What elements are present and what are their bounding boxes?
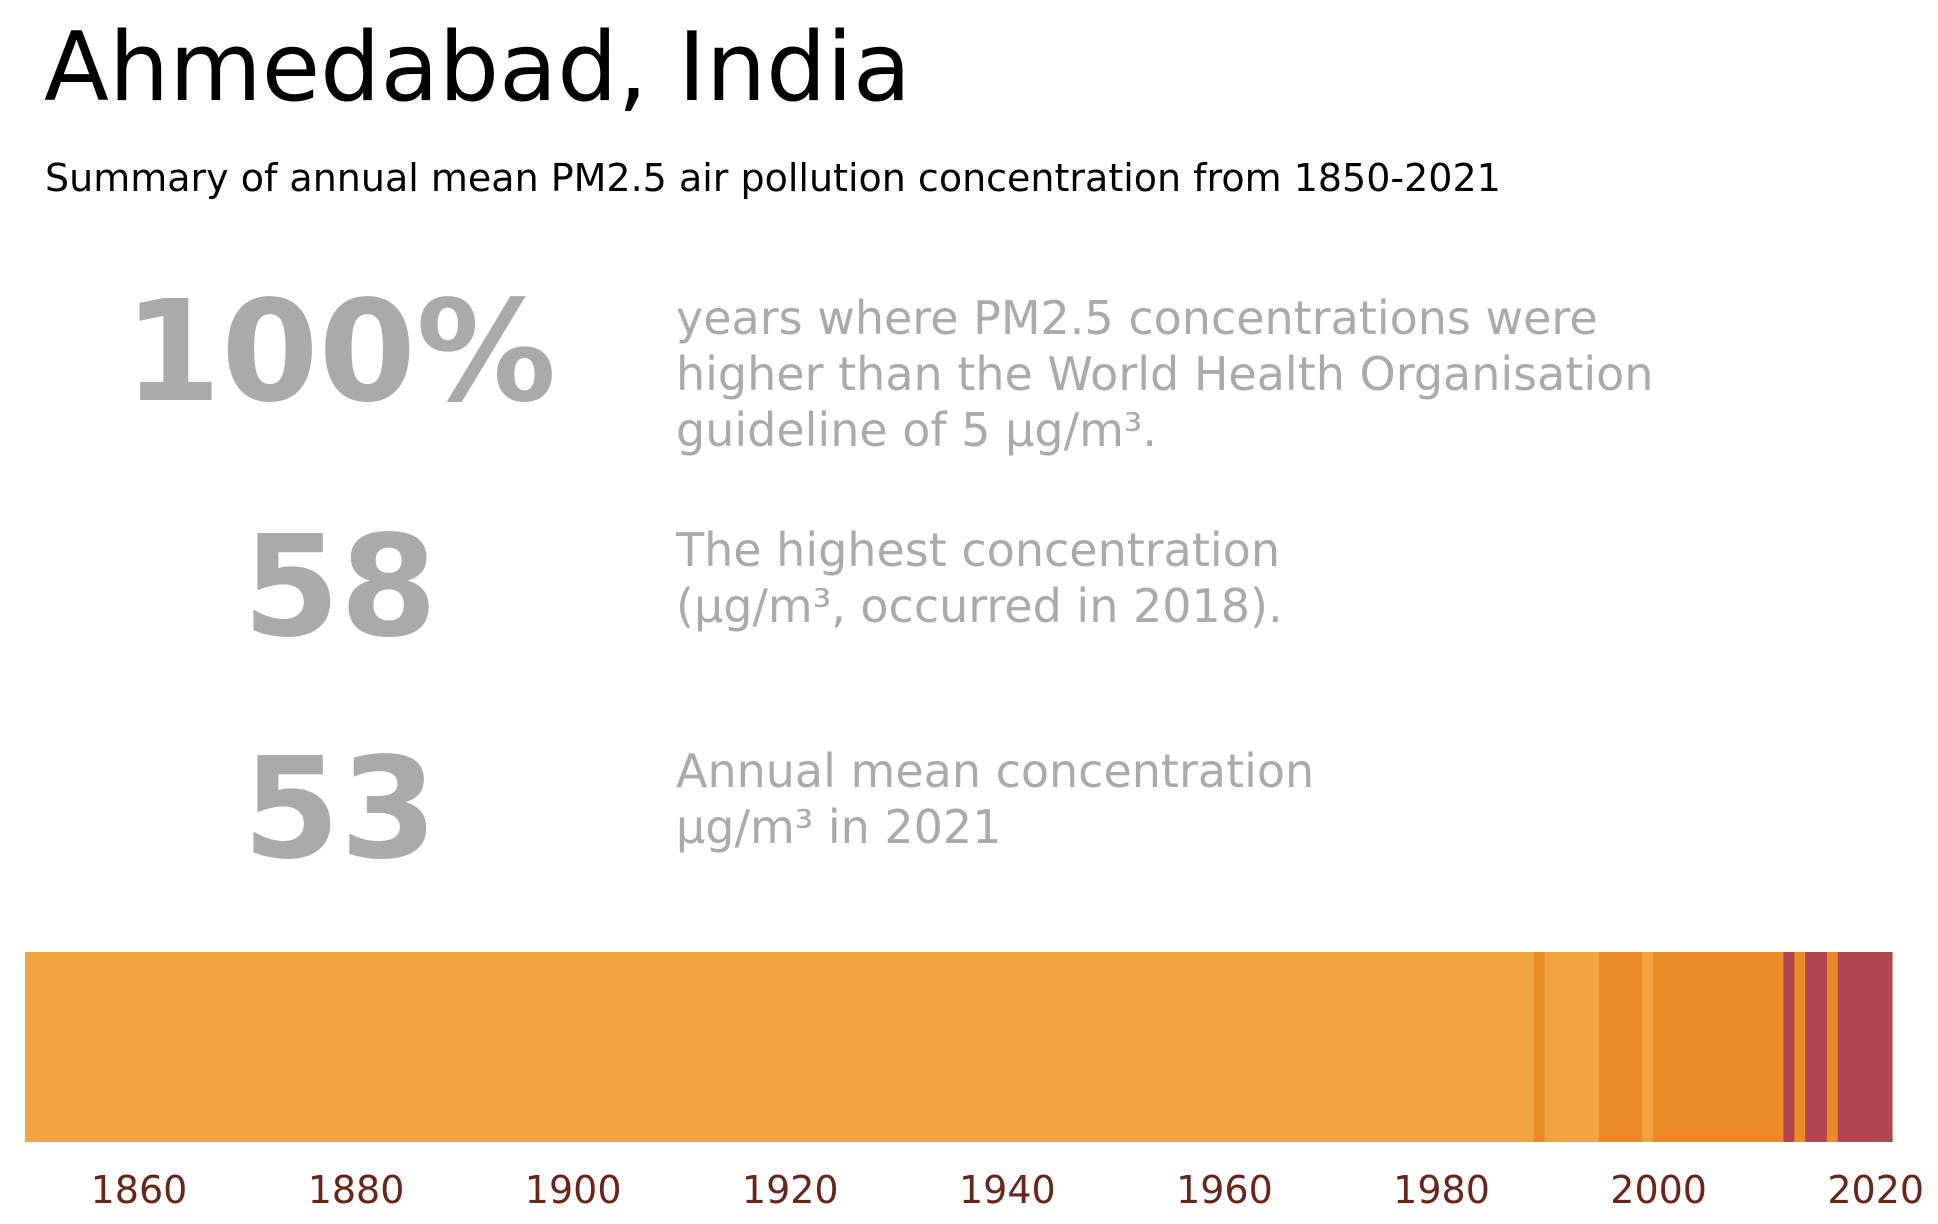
page-subtitle: Summary of annual mean PM2.5 air polluti… [45,156,1501,200]
x-tick-label: 1980 [1393,1168,1490,1212]
page-title: Ahmedabad, India [44,13,912,123]
stripe-segment-5 [1653,952,1785,1142]
stripe-segment-6 [1783,952,1795,1142]
x-tick-label: 1880 [308,1168,405,1212]
x-tick-label: 1920 [742,1168,839,1212]
stat-description-line: µg/m³ in 2021 [676,800,1002,854]
stat-description-line: higher than the World Health Organisatio… [676,347,1654,401]
stat-value-highest: 58 [242,506,438,669]
x-tick-label: 1900 [525,1168,622,1212]
x-tick-label: 2020 [1827,1168,1924,1212]
stripe-segment-7 [1794,952,1806,1142]
stat-value-exceedance: 100% [123,271,557,434]
stat-description-line: guideline of 5 µg/m³. [676,403,1157,457]
stripe-segment-3 [1598,952,1643,1142]
stripe-segment-8 [1805,952,1828,1142]
stat-description-highest: The highest concentration (µg/m³, occurr… [676,522,1283,634]
stat-description-line: Annual mean concentration [676,744,1315,798]
stripe-segment-4 [1642,952,1654,1142]
x-tick-label: 2000 [1610,1168,1707,1212]
stat-description-line: years where PM2.5 concentrations were [676,291,1598,345]
stat-description-line: (µg/m³, occurred in 2018). [676,579,1283,633]
x-tick-label: 1960 [1176,1168,1273,1212]
x-tick-label: 1940 [959,1168,1056,1212]
stripe-segment-0 [25,952,1535,1142]
stripe-segment-10 [1837,952,1893,1142]
stripe-segment-2 [1544,952,1600,1142]
stripe-segment-9 [1826,952,1839,1142]
stat-description-line: The highest concentration [676,523,1280,577]
x-tick-label: 1860 [91,1168,188,1212]
stat-description-current: Annual mean concentration µg/m³ in 2021 [676,743,1314,855]
stat-description-exceedance: years where PM2.5 concentrations were hi… [676,290,1653,458]
stripe-segment-1 [1533,952,1546,1142]
stat-value-current: 53 [242,728,438,891]
